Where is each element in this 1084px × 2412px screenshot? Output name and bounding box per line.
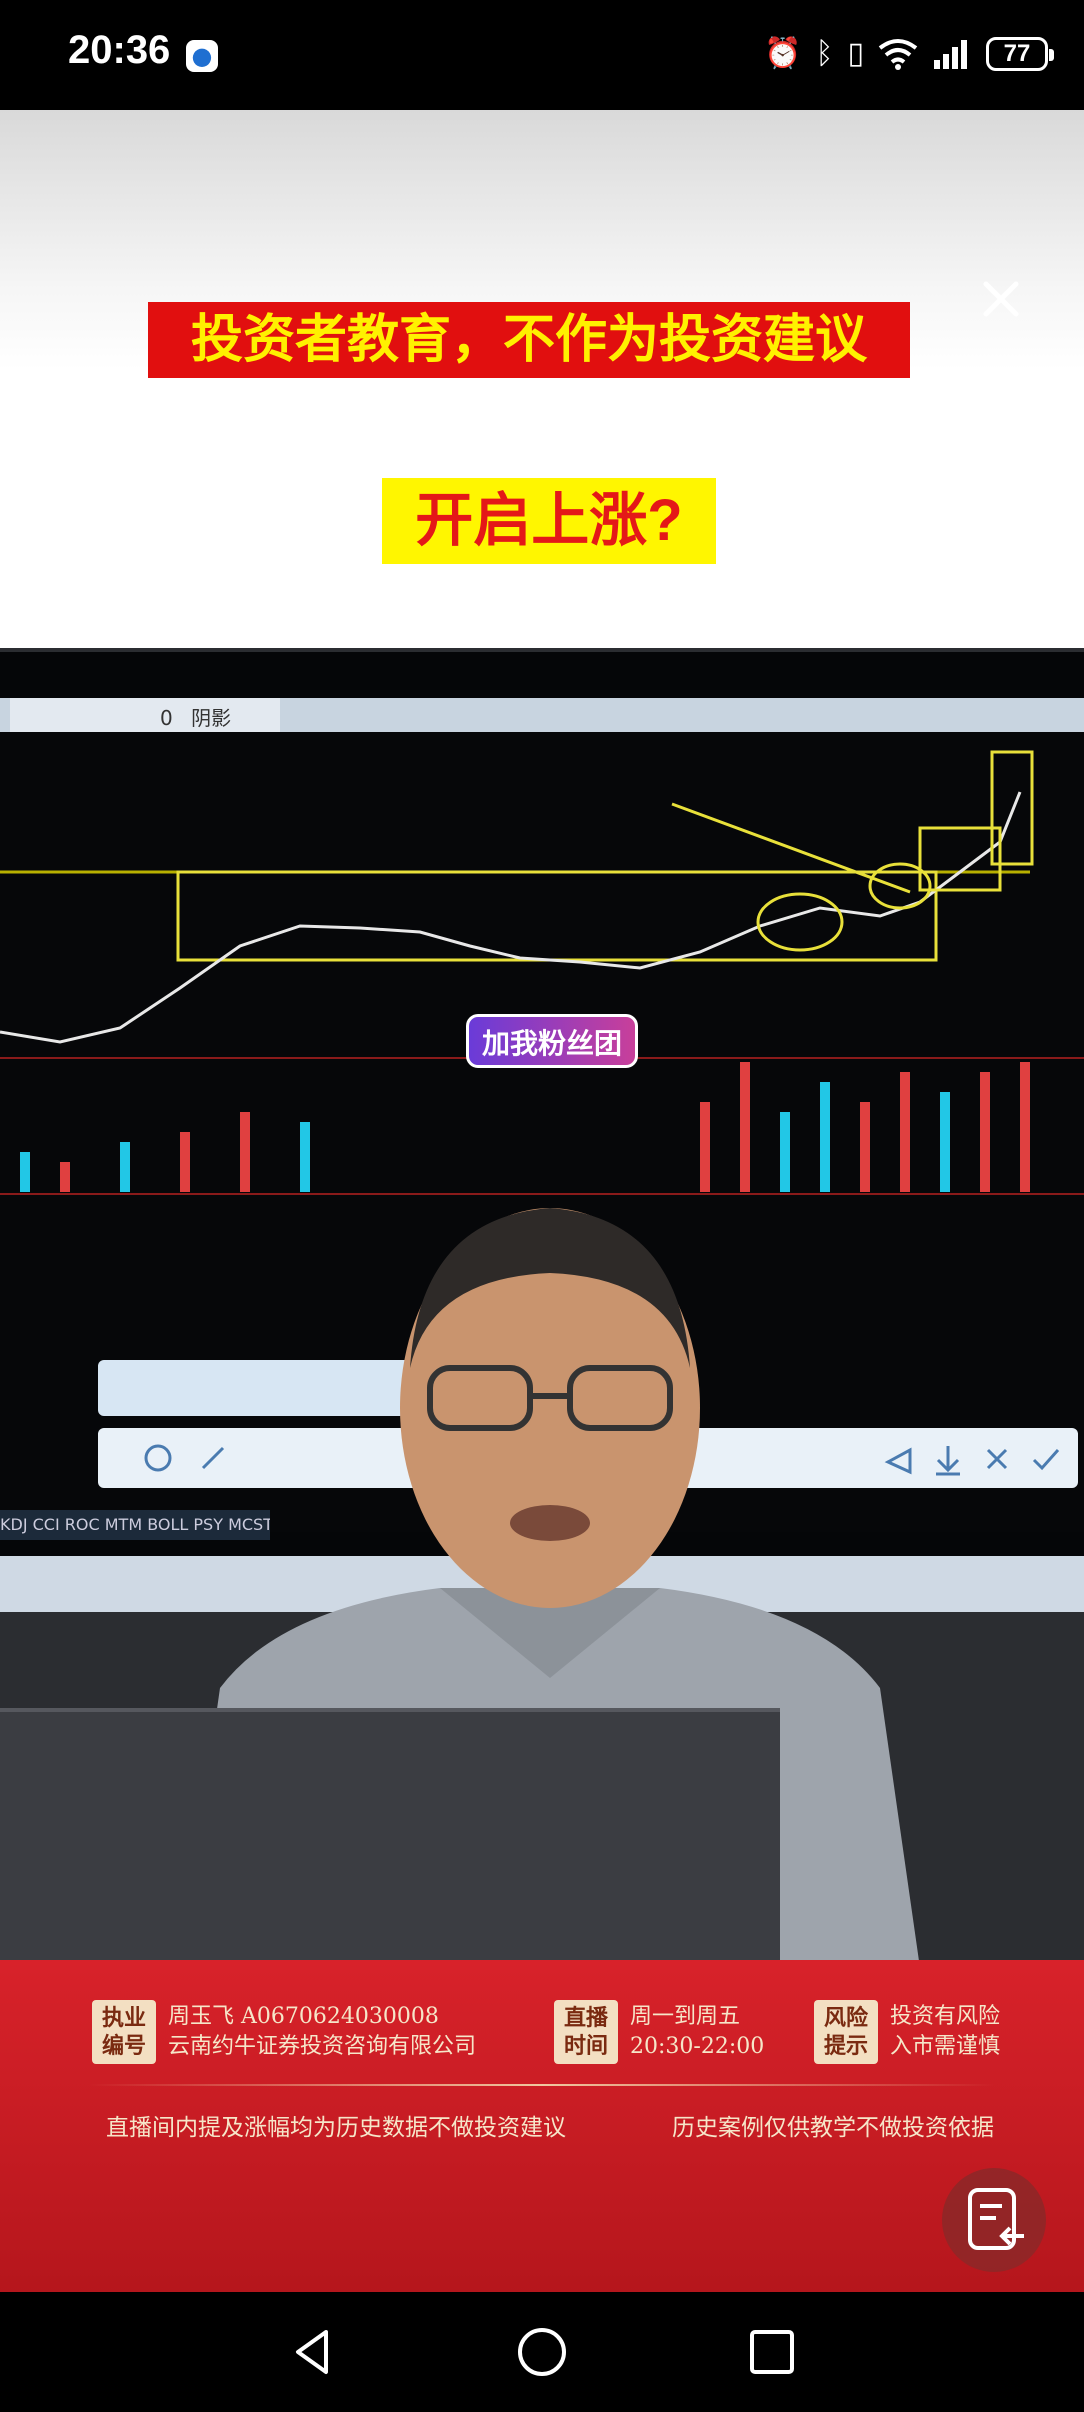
bluetooth-icon: ᛒ	[815, 36, 834, 71]
trading-monitor: 0 阴影	[0, 652, 1084, 1612]
risk-line-1: 投资有风险	[890, 2004, 1001, 2029]
notification-app-icon: ●	[186, 40, 218, 72]
navigation-bar	[0, 2292, 1084, 2412]
live-days: 周一到周五	[630, 2004, 741, 2029]
live-hours: 20:30-22:00	[630, 2034, 765, 2059]
status-icons: ⏰ ᛒ ▯ 77	[764, 34, 1054, 74]
live-tag: 直播 时间	[554, 2000, 618, 2064]
toolbar-chip-label: 阴影	[191, 706, 232, 730]
home-button[interactable]	[506, 2316, 578, 2388]
disclaimer-label: 投资者教育，不作为投资建议	[148, 302, 910, 378]
home-circle-icon	[518, 2328, 566, 2376]
title-banner	[0, 110, 1084, 650]
license-number: 周玉飞 A0670624030008	[168, 2004, 439, 2029]
live-time-info: 直播 时间 周一到周五 20:30-22:00	[554, 2000, 764, 2064]
company-name: 云南约牛证券投资咨询有限公司	[168, 2034, 477, 2059]
indicator-tabs: KDJ CCI ROC MTM BOLL PSY MCST	[0, 1510, 270, 1540]
license-info: 执业 编号 周玉飞 A0670624030008 云南约牛证券投资咨询有限公司	[92, 2000, 476, 2064]
fans-group-badge[interactable]: 加我粉丝团	[466, 1014, 638, 1068]
toolbar-chip: 0 阴影	[10, 698, 280, 738]
back-triangle-icon	[296, 2330, 328, 2374]
risk-info: 风险 提示 投资有风险 入市需谨慎	[814, 2000, 1000, 2064]
wifi-icon	[878, 39, 918, 70]
recents-square-icon	[750, 2330, 794, 2374]
headline-label: 开启上涨?	[382, 478, 716, 564]
info-panel: 执业 编号 周玉飞 A0670624030008 云南约牛证券投资咨询有限公司 …	[0, 1960, 1084, 2292]
note-right: 历史案例仅供教学不做投资依据	[672, 2115, 994, 2141]
back-button[interactable]	[276, 2316, 348, 2388]
signal-icon	[934, 40, 967, 69]
video-frame[interactable]: 0 阴影	[0, 648, 1084, 1960]
battery-icon: 77	[986, 37, 1054, 71]
note-left: 直播间内提及涨幅均为历史数据不做投资建议	[106, 2115, 566, 2141]
info-divider	[88, 2084, 996, 2086]
recents-button[interactable]	[736, 2316, 808, 2388]
volume-bars	[20, 1062, 1030, 1192]
laptop	[0, 1708, 780, 1960]
close-icon	[983, 281, 1019, 317]
side-action-button[interactable]	[942, 2168, 1046, 2272]
risk-tag: 风险 提示	[814, 2000, 878, 2064]
alarm-icon: ⏰	[764, 36, 802, 71]
risk-line-2: 入市需谨慎	[890, 2034, 1001, 2059]
license-tag: 执业 编号	[92, 2000, 156, 2064]
document-return-icon	[968, 2188, 1024, 2250]
status-time: 20:36	[68, 28, 171, 72]
status-bar: 20:36 ● ⏰ ᛒ ▯ 77	[0, 0, 1084, 110]
drawing-tools-icons	[144, 1444, 1060, 1476]
vibrate-icon: ▯	[847, 36, 864, 71]
close-button[interactable]	[970, 268, 1032, 330]
toolbar-chip-value: 0	[160, 706, 173, 730]
